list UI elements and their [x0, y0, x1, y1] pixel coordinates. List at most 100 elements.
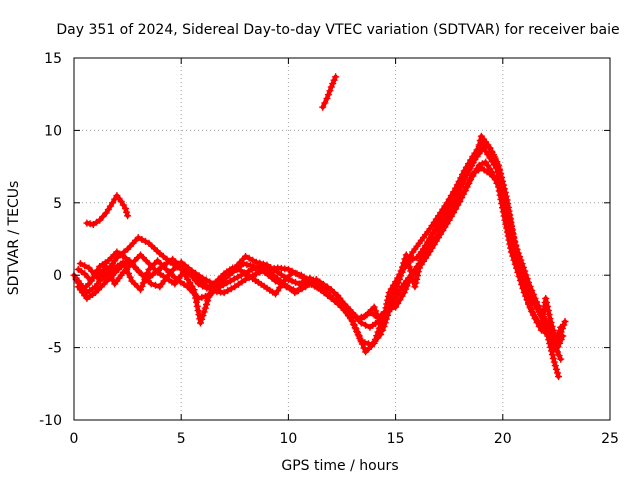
data-point-marker [424, 246, 432, 254]
data-point-marker [229, 264, 237, 272]
data-point-marker [519, 276, 527, 284]
data-point-marker [230, 275, 238, 283]
data-point-marker [441, 220, 449, 228]
data-point-marker [556, 331, 564, 339]
data-point-marker [550, 341, 558, 349]
data-point-marker [497, 173, 505, 181]
data-point-marker [546, 315, 554, 323]
data-point-marker [515, 266, 523, 274]
data-point-marker [555, 352, 563, 360]
data-point-marker [295, 280, 303, 288]
data-point-marker [205, 293, 213, 301]
data-point-marker [195, 311, 203, 319]
data-point-marker [552, 365, 560, 373]
data-point-marker [417, 257, 425, 265]
data-point-marker [204, 297, 212, 305]
data-point-marker [529, 311, 537, 319]
data-point-marker [329, 80, 337, 88]
data-point-marker [400, 289, 408, 297]
data-point-marker [332, 73, 340, 81]
data-point-marker [495, 161, 502, 169]
data-point-marker [506, 229, 514, 237]
data-point-marker [239, 260, 247, 268]
data-point-marker [199, 312, 207, 320]
data-point-marker [326, 87, 334, 95]
data-point-marker [192, 294, 200, 302]
grid-lines [74, 58, 610, 420]
data-point-marker [190, 286, 198, 294]
data-point-marker [498, 190, 506, 198]
data-point-marker [351, 324, 359, 332]
data-point-marker [407, 252, 415, 260]
data-point-marker [377, 331, 385, 339]
data-point-marker [125, 270, 132, 277]
data-point-marker [526, 304, 534, 312]
x-tick-label: 0 [70, 431, 79, 447]
data-point-marker [497, 186, 505, 194]
x-tick-label: 5 [177, 431, 186, 447]
data-point-marker [426, 234, 434, 242]
data-point-marker [523, 296, 531, 304]
data-point-marker [297, 284, 304, 292]
data-point-marker [500, 198, 508, 206]
data-point-marker [144, 269, 152, 277]
y-tick-label: -5 [48, 341, 62, 357]
data-point-marker [516, 270, 524, 277]
series-high-segment [319, 73, 340, 111]
data-point-marker [443, 216, 451, 224]
data-point-marker [353, 313, 361, 321]
data-point-marker [385, 289, 393, 297]
data-point-marker [316, 278, 324, 286]
data-point-marker [529, 297, 537, 305]
data-point-marker [394, 274, 402, 282]
data-point-marker [554, 369, 561, 377]
data-point-marker [202, 276, 210, 284]
data-point-marker [523, 275, 531, 283]
data-point-marker [535, 308, 543, 316]
data-point-marker [119, 201, 127, 209]
data-point-marker [443, 199, 451, 207]
data-point-marker [514, 263, 522, 270]
data-point-marker [231, 283, 239, 291]
data-point-marker [544, 307, 552, 314]
data-point-marker [199, 274, 207, 282]
data-point-marker [354, 331, 362, 339]
data-point-marker [293, 270, 301, 278]
data-point-marker [525, 278, 532, 286]
data-point-marker [327, 83, 335, 91]
data-point-marker [300, 281, 308, 289]
data-point-marker [139, 279, 147, 287]
data-point-marker [555, 335, 562, 343]
data-point-marker [549, 354, 557, 362]
data-point-marker [439, 223, 447, 231]
data-point-marker [398, 266, 406, 274]
data-point-marker [501, 202, 509, 210]
data-point-marker [272, 277, 279, 285]
data-point-marker [435, 231, 442, 239]
data-point-marker [525, 300, 532, 308]
data-point-marker [437, 227, 445, 235]
data-point-marker [292, 278, 299, 286]
data-point-marker [383, 300, 391, 308]
data-point-marker [330, 289, 338, 297]
data-point-marker [350, 320, 358, 328]
data-point-marker [549, 337, 557, 345]
data-point-marker [402, 285, 410, 293]
data-point-marker [402, 259, 410, 267]
data-point-marker [456, 195, 464, 202]
data-point-marker [384, 296, 392, 304]
data-point-marker [76, 260, 84, 268]
data-point-marker [261, 268, 269, 276]
data-point-marker [392, 278, 400, 286]
data-point-marker [552, 344, 560, 352]
data-point-marker [450, 205, 457, 213]
data-point-marker [522, 271, 530, 279]
series-arc-left [83, 192, 132, 228]
data-point-marker [557, 355, 565, 363]
data-point-marker [495, 165, 503, 173]
data-point-marker [456, 186, 463, 194]
data-point-marker [152, 281, 159, 289]
y-tick-label: 5 [53, 196, 62, 212]
